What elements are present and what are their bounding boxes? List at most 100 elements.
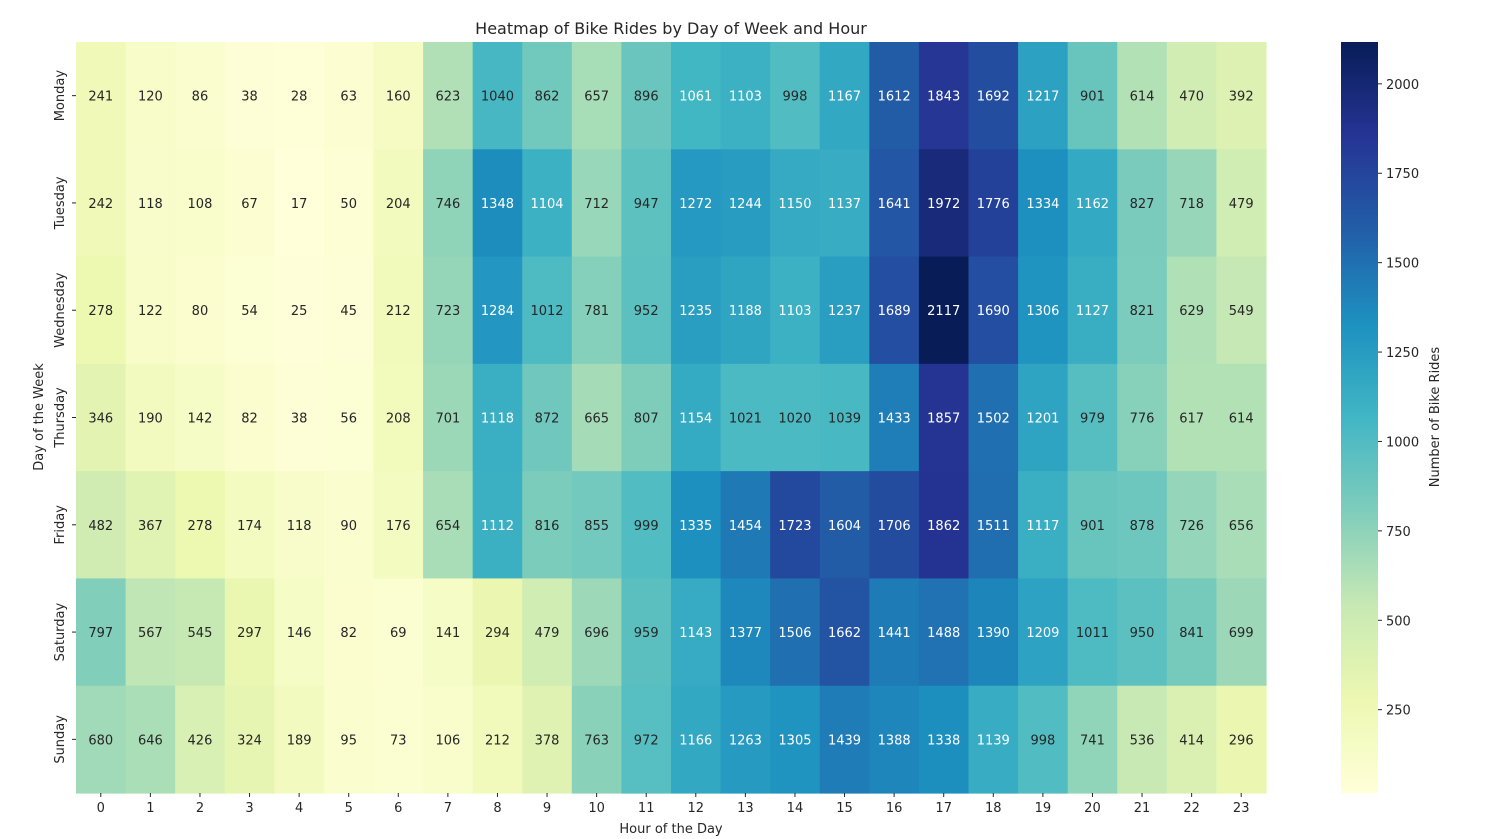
cell-value-label: 470 (1179, 90, 1204, 105)
heatmap-cell (571, 363, 623, 472)
cell-value-label: 392 (1229, 90, 1254, 105)
cell-value-label: 763 (584, 733, 609, 748)
colorbar-tick-label: 500 (1386, 614, 1411, 629)
cell-value-label: 696 (584, 626, 609, 641)
cell-value-label: 979 (1080, 412, 1105, 427)
cell-value-label: 67 (241, 197, 258, 212)
cell-value-label: 1454 (729, 519, 762, 534)
colorbar-tick-label: 1750 (1386, 167, 1419, 182)
cell-value-label: 1306 (1026, 304, 1059, 319)
heatmap-cell (968, 256, 1019, 365)
cell-value-label: 614 (1229, 412, 1254, 427)
cell-value-label: 296 (1229, 733, 1254, 748)
heatmap-cell (125, 363, 176, 472)
cell-value-label: 872 (535, 412, 560, 427)
cell-value-label: 80 (192, 304, 209, 319)
heatmap-cell (720, 363, 771, 472)
cell-value-label: 567 (138, 626, 163, 641)
heatmap-cell (472, 685, 523, 794)
cell-value-label: 414 (1179, 733, 1204, 748)
cell-value-label: 1377 (729, 626, 762, 641)
cell-value-label: 1150 (778, 197, 811, 212)
heatmap-cell (968, 42, 1019, 150)
heatmap-cell (1067, 471, 1118, 580)
cell-value-label: 1061 (679, 90, 712, 105)
heatmap-cells: 241 120 86 38 28 63 160 623 1040 862 657 896 1061 110… (76, 42, 1267, 794)
cell-value-label: 1162 (1076, 197, 1109, 212)
cell-value-label: 278 (88, 304, 113, 319)
heatmap-cell (323, 256, 375, 365)
heatmap-cell (720, 471, 771, 580)
cell-value-label: 324 (237, 733, 262, 748)
cell-value-label: 614 (1130, 90, 1155, 105)
heatmap-cell (819, 363, 870, 472)
cell-value-label: 1972 (927, 197, 960, 212)
cell-value-label: 241 (88, 90, 113, 105)
heatmap-cell (1216, 471, 1267, 580)
y-tick-label: Monday (53, 70, 68, 122)
cell-value-label: 1117 (1026, 519, 1059, 534)
cell-value-label: 212 (386, 304, 411, 319)
heatmap-cell (869, 363, 920, 472)
y-tick-label: Saturday (53, 602, 68, 661)
heatmap-cell (175, 685, 226, 794)
cell-value-label: 657 (584, 90, 609, 105)
heatmap-cell (175, 42, 226, 150)
heatmap-cell (224, 578, 275, 687)
heatmap-cell (869, 685, 920, 794)
cell-value-label: 73 (390, 733, 407, 748)
cell-value-label: 82 (241, 412, 258, 427)
cell-value-label: 2117 (927, 304, 960, 319)
colorbar-gradient (1341, 42, 1378, 793)
cell-value-label: 54 (241, 304, 258, 319)
cell-value-label: 998 (1030, 733, 1055, 748)
cell-value-label: 1506 (778, 626, 811, 641)
x-tick-label: 6 (394, 801, 402, 816)
heatmap-cell (1216, 685, 1267, 794)
heatmap-cell (1216, 578, 1267, 687)
heatmap-cell (1166, 149, 1218, 258)
x-tick-label: 12 (688, 801, 705, 816)
x-tick-label: 3 (245, 801, 253, 816)
cell-value-label: 1662 (828, 626, 861, 641)
heatmap-cell (522, 471, 573, 580)
heatmap-cell (819, 578, 870, 687)
x-tick-label: 16 (886, 801, 903, 816)
cell-value-label: 1338 (927, 733, 960, 748)
heatmap-cell (770, 42, 821, 150)
heatmap-cell (373, 42, 424, 150)
heatmap-cell (571, 42, 623, 150)
colorbar-tick-label: 750 (1386, 525, 1411, 540)
heatmap-cell (819, 256, 870, 365)
cell-value-label: 141 (435, 626, 460, 641)
cell-value-label: 378 (535, 733, 560, 748)
cell-value-label: 1039 (828, 412, 861, 427)
heatmap-cell (1018, 256, 1069, 365)
cell-value-label: 726 (1179, 519, 1204, 534)
heatmap-cell (720, 578, 771, 687)
heatmap-cell (125, 685, 176, 794)
cell-value-label: 1209 (1026, 626, 1059, 641)
heatmap-cell (869, 149, 920, 258)
colorbar-tick-label: 2000 (1386, 78, 1419, 93)
cell-value-label: 1690 (977, 304, 1010, 319)
cell-value-label: 367 (138, 519, 163, 534)
cell-value-label: 841 (1179, 626, 1204, 641)
heatmap-cell (918, 42, 970, 150)
cell-value-label: 1235 (679, 304, 712, 319)
heatmap-cell (76, 42, 127, 150)
cell-value-label: 1127 (1076, 304, 1109, 319)
heatmap-cell (76, 578, 127, 687)
x-tick-label: 21 (1134, 801, 1151, 816)
heatmap-cell (522, 578, 573, 687)
heatmap-cell (423, 578, 474, 687)
cell-value-label: 426 (188, 733, 213, 748)
cell-value-label: 482 (88, 519, 113, 534)
heatmap-cell (1216, 149, 1267, 258)
heatmap-cell (1117, 685, 1168, 794)
heatmap-cell (671, 42, 722, 150)
cell-value-label: 536 (1130, 733, 1155, 748)
cell-value-label: 1692 (977, 90, 1010, 105)
heatmap-cell (323, 685, 375, 794)
y-axis-ticks: Monday Tuesday Wednesday Thursday Friday Satu… (53, 70, 76, 764)
